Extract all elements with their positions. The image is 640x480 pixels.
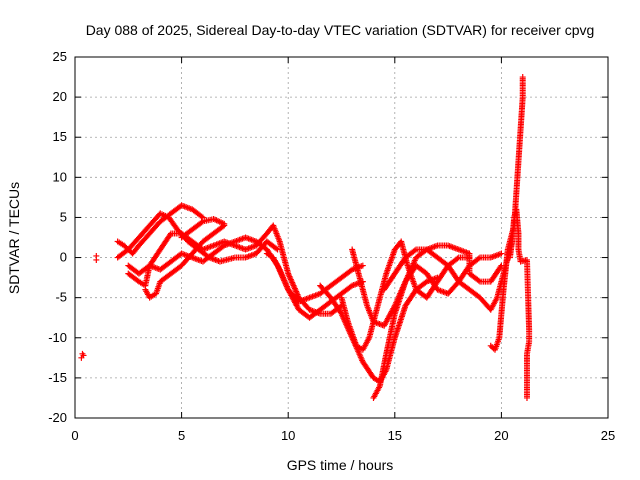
series-track-5 bbox=[142, 222, 228, 301]
x-tick-label: 25 bbox=[601, 428, 615, 443]
x-tick-label: 5 bbox=[178, 428, 185, 443]
series-isolated-left bbox=[78, 252, 100, 361]
series-markers bbox=[114, 210, 281, 265]
series-track-3 bbox=[125, 222, 345, 317]
y-tick-label: 15 bbox=[53, 129, 67, 144]
axis-ticks: 0 5 10 15 20 25 -20 -15 -10 -5 0 5 10 15 20 25 bbox=[48, 49, 615, 443]
y-tick-label: -5 bbox=[55, 290, 67, 305]
series-track-2 bbox=[114, 210, 281, 265]
plot-frame bbox=[74, 56, 609, 419]
series-markers bbox=[263, 250, 366, 305]
series-track-6 bbox=[178, 216, 228, 241]
series-markers bbox=[78, 252, 100, 361]
series-markers bbox=[487, 74, 526, 353]
y-tick-label: 20 bbox=[53, 89, 67, 104]
series-track-13 bbox=[487, 74, 526, 353]
y-axis-title: SDTVAR / TECUs bbox=[6, 182, 22, 294]
y-tick-label: 0 bbox=[60, 250, 67, 265]
x-tick-label: 15 bbox=[388, 428, 402, 443]
series-spike-right bbox=[506, 206, 533, 401]
series-track-9 bbox=[338, 238, 473, 353]
series-markers bbox=[142, 222, 228, 301]
series-markers bbox=[125, 222, 345, 317]
series-markers bbox=[338, 238, 473, 353]
y-tick-label: -15 bbox=[48, 370, 67, 385]
chart-title: Day 088 of 2025, Sidereal Day-to-day VTE… bbox=[86, 22, 595, 38]
series-markers bbox=[349, 246, 505, 329]
y-tick-label: -10 bbox=[48, 330, 67, 345]
series-track-7 bbox=[263, 250, 366, 305]
series-track-12 bbox=[381, 242, 505, 293]
series-markers bbox=[381, 242, 505, 293]
x-axis-title: GPS time / hours bbox=[287, 457, 394, 473]
y-tick-label: 10 bbox=[53, 169, 67, 184]
y-tick-label: 5 bbox=[60, 209, 67, 224]
data-series bbox=[78, 74, 533, 401]
series-markers bbox=[506, 206, 533, 401]
x-tick-label: 20 bbox=[494, 428, 508, 443]
series-track-10 bbox=[349, 246, 505, 329]
x-tick-label: 0 bbox=[71, 428, 78, 443]
y-tick-label: -20 bbox=[48, 410, 67, 425]
y-tick-label: 25 bbox=[53, 49, 67, 64]
series-markers bbox=[178, 216, 228, 241]
x-tick-label: 10 bbox=[281, 428, 295, 443]
